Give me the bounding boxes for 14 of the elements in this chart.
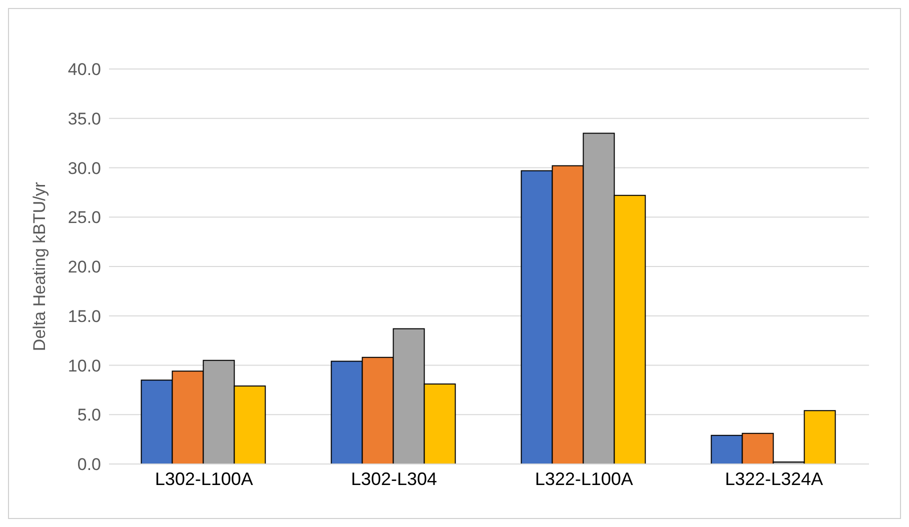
y-tick-label: 5.0 bbox=[77, 406, 101, 425]
y-tick-label: 10.0 bbox=[68, 356, 101, 376]
x-tick-label: L322-L100A bbox=[534, 468, 634, 489]
y-tick-label: 15.0 bbox=[68, 306, 101, 326]
y-tick-label: 0.0 bbox=[77, 455, 101, 474]
x-tick-label: L322-L324A bbox=[724, 468, 824, 489]
y-axis-title: Delta Heating kBTU/yr bbox=[30, 182, 50, 352]
y-tick-label: 25.0 bbox=[68, 208, 101, 228]
y-tick-label: 20.0 bbox=[68, 258, 101, 277]
y-tick-label: 35.0 bbox=[68, 109, 101, 128]
y-tick-label: 30.0 bbox=[68, 158, 101, 178]
x-tick-label: L302-L100A bbox=[154, 468, 254, 489]
x-tick-label: L302-L304 bbox=[350, 468, 438, 489]
y-tick-label: 40.0 bbox=[68, 60, 101, 80]
